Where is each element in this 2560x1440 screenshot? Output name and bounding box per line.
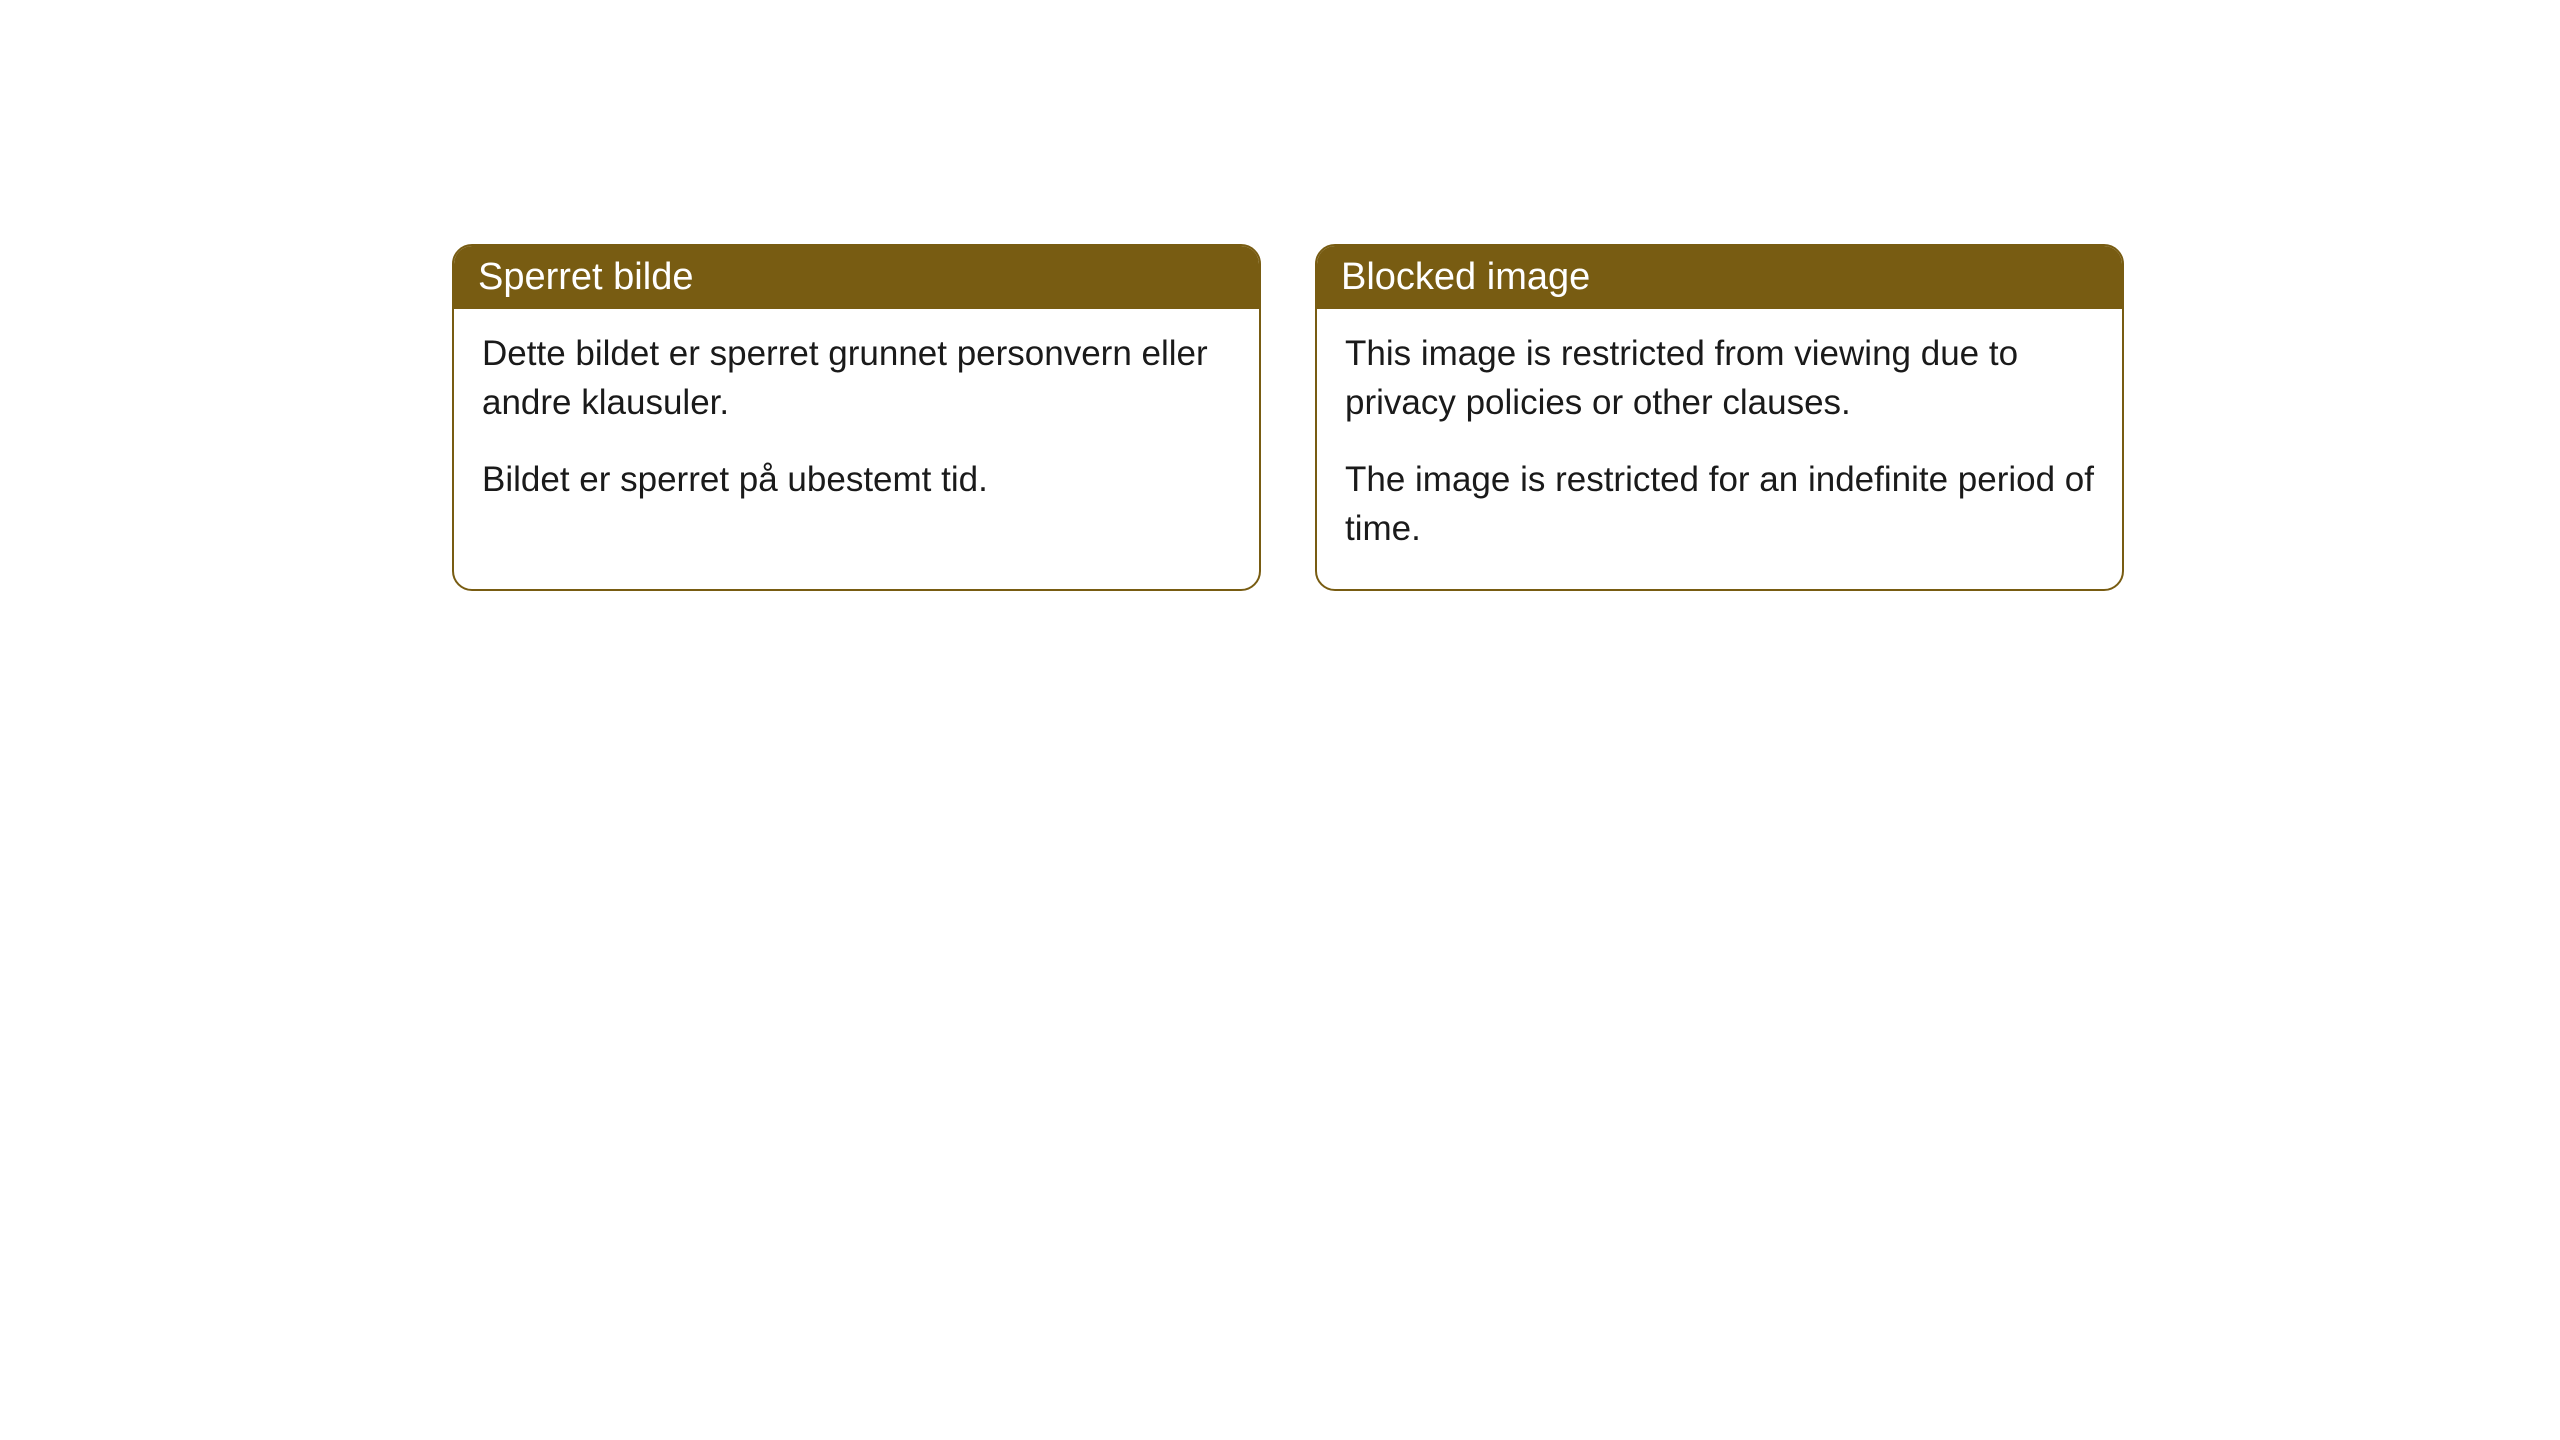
card-paragraph: The image is restricted for an indefinit… [1345,455,2094,553]
card-body-english: This image is restricted from viewing du… [1317,309,2122,589]
blocked-image-card-norwegian: Sperret bilde Dette bildet er sperret gr… [452,244,1261,591]
card-paragraph: This image is restricted from viewing du… [1345,329,2094,427]
blocked-image-card-english: Blocked image This image is restricted f… [1315,244,2124,591]
card-header-norwegian: Sperret bilde [454,246,1259,309]
card-header-english: Blocked image [1317,246,2122,309]
card-paragraph: Bildet er sperret på ubestemt tid. [482,455,1231,504]
card-body-norwegian: Dette bildet er sperret grunnet personve… [454,309,1259,540]
notice-cards-container: Sperret bilde Dette bildet er sperret gr… [452,244,2124,591]
card-paragraph: Dette bildet er sperret grunnet personve… [482,329,1231,427]
